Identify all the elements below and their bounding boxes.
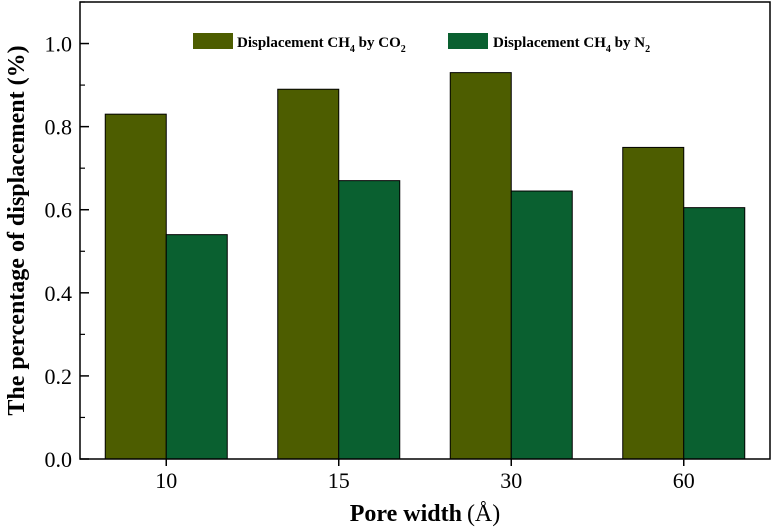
x-tick-label-60: 60 (673, 468, 695, 493)
x-tick-label-10: 10 (155, 468, 177, 493)
bar-co2-30 (449, 72, 512, 460)
y-axis-title: The percentage of displacement (%) (4, 45, 30, 415)
bar-n2-15 (338, 180, 401, 460)
bar-co2-10 (104, 113, 167, 460)
legend-swatch-n2 (448, 33, 488, 49)
plot-frame (79, 1, 771, 460)
y-tick-label: 0.2 (45, 364, 73, 389)
x-tick-label-30: 30 (500, 468, 522, 493)
bar-n2-30 (510, 190, 573, 460)
y-tick-label: 0.6 (45, 198, 73, 223)
x-axis-title: Pore width (Å) (350, 501, 501, 527)
y-tick-label: 0.4 (45, 281, 73, 306)
bars-layer (104, 72, 746, 460)
bar-co2-60 (622, 146, 685, 460)
bar-n2-60 (683, 207, 746, 460)
x-axis-title-main: Pore width (350, 501, 462, 527)
y-tick-label: 1.0 (45, 32, 73, 57)
legend: Displacement CH4 by CO2 Displacement CH4… (193, 33, 650, 55)
x-tick-label-15: 15 (328, 468, 350, 493)
legend-swatch-co2 (193, 33, 233, 49)
y-tick-label: 0.0 (45, 447, 73, 472)
legend-label-n2: Displacement CH4 by N2 (493, 35, 650, 55)
legend-label-co2: Displacement CH4 by CO2 (237, 35, 406, 55)
bar-co2-15 (277, 88, 340, 460)
x-axis-title-unit: (Å) (467, 501, 500, 527)
y-tick-label: 0.8 (45, 115, 73, 140)
x-axis: 10 15 30 60 (155, 459, 695, 493)
bar-n2-10 (165, 234, 228, 460)
y-axis: 0.0 0.2 0.4 0.6 0.8 1.0 (45, 1, 89, 472)
